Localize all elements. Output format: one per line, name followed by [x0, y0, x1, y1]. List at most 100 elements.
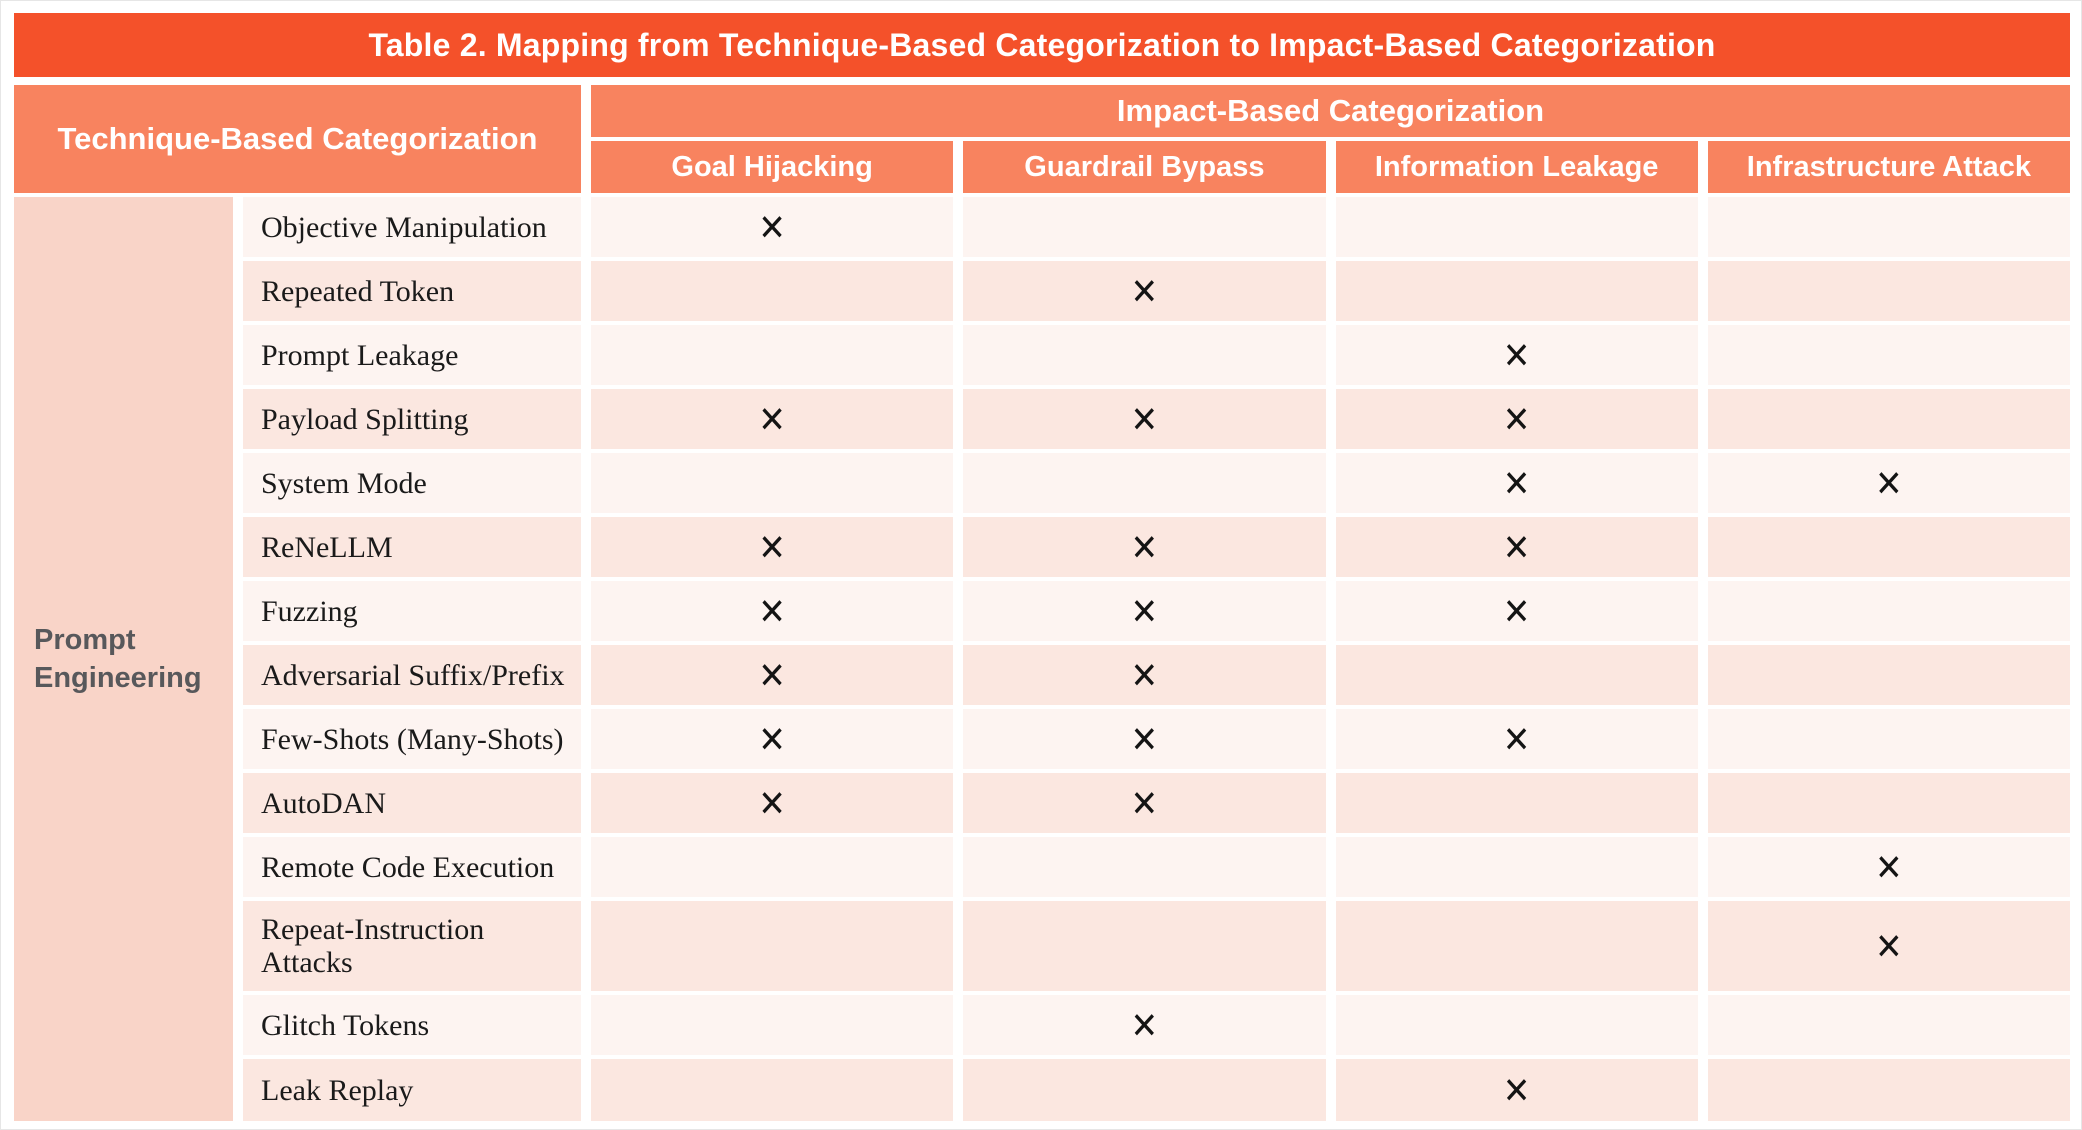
- x-mark-icon: ✕: [1875, 845, 1903, 889]
- x-mark-icon: ✕: [758, 397, 786, 441]
- impact-cell: [591, 325, 954, 385]
- impact-cell: [1707, 995, 2070, 1055]
- technique-label: AutoDAN: [261, 786, 386, 820]
- impact-cell: ✕: [1335, 389, 1698, 449]
- x-mark-icon: ✕: [1502, 1068, 1531, 1112]
- x-mark-icon: ✕: [1130, 1003, 1159, 1047]
- impact-cell: ✕: [963, 995, 1326, 1055]
- technique-label: Payload Splitting: [261, 402, 469, 436]
- impact-cell: ✕: [1335, 709, 1698, 769]
- column-header-label: Information Leakage: [1374, 150, 1659, 183]
- impact-cell: [1707, 773, 2070, 833]
- impact-cell: [1335, 901, 1698, 991]
- column-header-label: Guardrail Bypass: [1024, 150, 1265, 183]
- technique-cell: System Mode: [243, 453, 581, 513]
- technique-label: ReNeLLM: [261, 530, 393, 564]
- impact-cell: ✕: [963, 709, 1326, 769]
- x-mark-icon: ✕: [1130, 653, 1159, 697]
- impact-cell: [1335, 837, 1698, 897]
- x-mark-icon: ✕: [1502, 717, 1531, 761]
- column-header-guardrail-bypass: Guardrail Bypass: [963, 141, 1326, 193]
- impact-cell: ✕: [1707, 837, 2070, 897]
- column-header-label: Infrastructure Attack: [1746, 150, 2031, 183]
- impact-cell: [591, 901, 954, 991]
- x-mark-icon: ✕: [1875, 924, 1903, 968]
- impact-cell: [591, 995, 954, 1055]
- impact-cell: ✕: [1335, 325, 1698, 385]
- technique-cell: AutoDAN: [243, 773, 581, 833]
- technique-cell: Leak Replay: [243, 1059, 581, 1121]
- x-mark-icon: ✕: [1130, 397, 1159, 441]
- impact-cell: [1707, 645, 2070, 705]
- table-title: Table 2. Mapping from Technique-Based Ca…: [368, 26, 1716, 63]
- impact-cell: ✕: [1707, 901, 2070, 991]
- technique-label: System Mode: [261, 466, 427, 500]
- impact-cell: [1335, 197, 1698, 257]
- technique-label: Leak Replay: [261, 1073, 414, 1107]
- technique-cell: Adversarial Suffix/Prefix: [243, 645, 581, 705]
- technique-cell: Payload Splitting: [243, 389, 581, 449]
- impact-cell: ✕: [963, 773, 1326, 833]
- impact-cell: [1335, 261, 1698, 321]
- impact-cell: ✕: [1335, 453, 1698, 513]
- technique-header-cell: Technique-Based Categorization: [14, 85, 581, 193]
- technique-header-label: Technique-Based Categorization: [57, 121, 538, 156]
- x-mark-icon: ✕: [1130, 717, 1159, 761]
- impact-cell: [591, 261, 954, 321]
- table-title-bar: Table 2. Mapping from Technique-Based Ca…: [14, 13, 2070, 77]
- impact-cell: [963, 837, 1326, 897]
- impact-cell: [591, 453, 954, 513]
- technique-label: Objective Manipulation: [261, 210, 547, 244]
- impact-cell: ✕: [963, 261, 1326, 321]
- impact-cell: ✕: [591, 581, 954, 641]
- impact-cell: [1335, 773, 1698, 833]
- x-mark-icon: ✕: [758, 205, 786, 249]
- impact-cell: ✕: [963, 389, 1326, 449]
- x-mark-icon: ✕: [1130, 525, 1159, 569]
- technique-label: Prompt Leakage: [261, 338, 459, 372]
- x-mark-icon: ✕: [758, 589, 786, 633]
- impact-cell: ✕: [963, 517, 1326, 577]
- impact-cell: [591, 837, 954, 897]
- column-header-infrastructure-attack: Infrastructure Attack: [1707, 141, 2070, 193]
- impact-cell: [1707, 261, 2070, 321]
- impact-cell: [1335, 995, 1698, 1055]
- impact-cell: ✕: [591, 517, 954, 577]
- impact-cell: [963, 1059, 1326, 1121]
- impact-header-cell: Impact-Based Categorization: [591, 85, 2070, 137]
- impact-cell: ✕: [591, 197, 954, 257]
- technique-label: Repeat-Instruction Attacks: [261, 913, 485, 979]
- impact-cell: ✕: [1335, 1059, 1698, 1121]
- impact-cell: ✕: [1335, 517, 1698, 577]
- impact-cell: [1707, 197, 2070, 257]
- impact-cell: ✕: [963, 645, 1326, 705]
- mapping-table: Technique-Based Categorization Impact-Ba…: [14, 85, 2070, 1121]
- x-mark-icon: ✕: [1502, 461, 1531, 505]
- x-mark-icon: ✕: [1502, 525, 1531, 569]
- column-header-goal-hijacking: Goal Hijacking: [591, 141, 954, 193]
- impact-header-label: Impact-Based Categorization: [1116, 93, 1545, 128]
- impact-cell: [1707, 325, 2070, 385]
- technique-cell: Repeat-Instruction Attacks: [243, 901, 581, 991]
- technique-cell: Fuzzing: [243, 581, 581, 641]
- x-mark-icon: ✕: [1502, 333, 1531, 377]
- impact-cell: ✕: [591, 773, 954, 833]
- technique-cell: ReNeLLM: [243, 517, 581, 577]
- technique-group-cell-prompt-engineering: Prompt Engineering: [14, 197, 233, 1121]
- impact-cell: [963, 453, 1326, 513]
- x-mark-icon: ✕: [758, 781, 786, 825]
- column-header-label: Goal Hijacking: [671, 150, 873, 183]
- impact-cell: [1335, 645, 1698, 705]
- technique-cell: Glitch Tokens: [243, 995, 581, 1055]
- x-mark-icon: ✕: [758, 717, 786, 761]
- x-mark-icon: ✕: [1130, 589, 1159, 633]
- impact-cell: ✕: [1335, 581, 1698, 641]
- impact-cell: [1707, 709, 2070, 769]
- technique-cell: Repeated Token: [243, 261, 581, 321]
- impact-cell: [1707, 389, 2070, 449]
- x-mark-icon: ✕: [1130, 781, 1159, 825]
- technique-cell: Remote Code Execution: [243, 837, 581, 897]
- impact-cell: ✕: [591, 645, 954, 705]
- impact-cell: ✕: [963, 581, 1326, 641]
